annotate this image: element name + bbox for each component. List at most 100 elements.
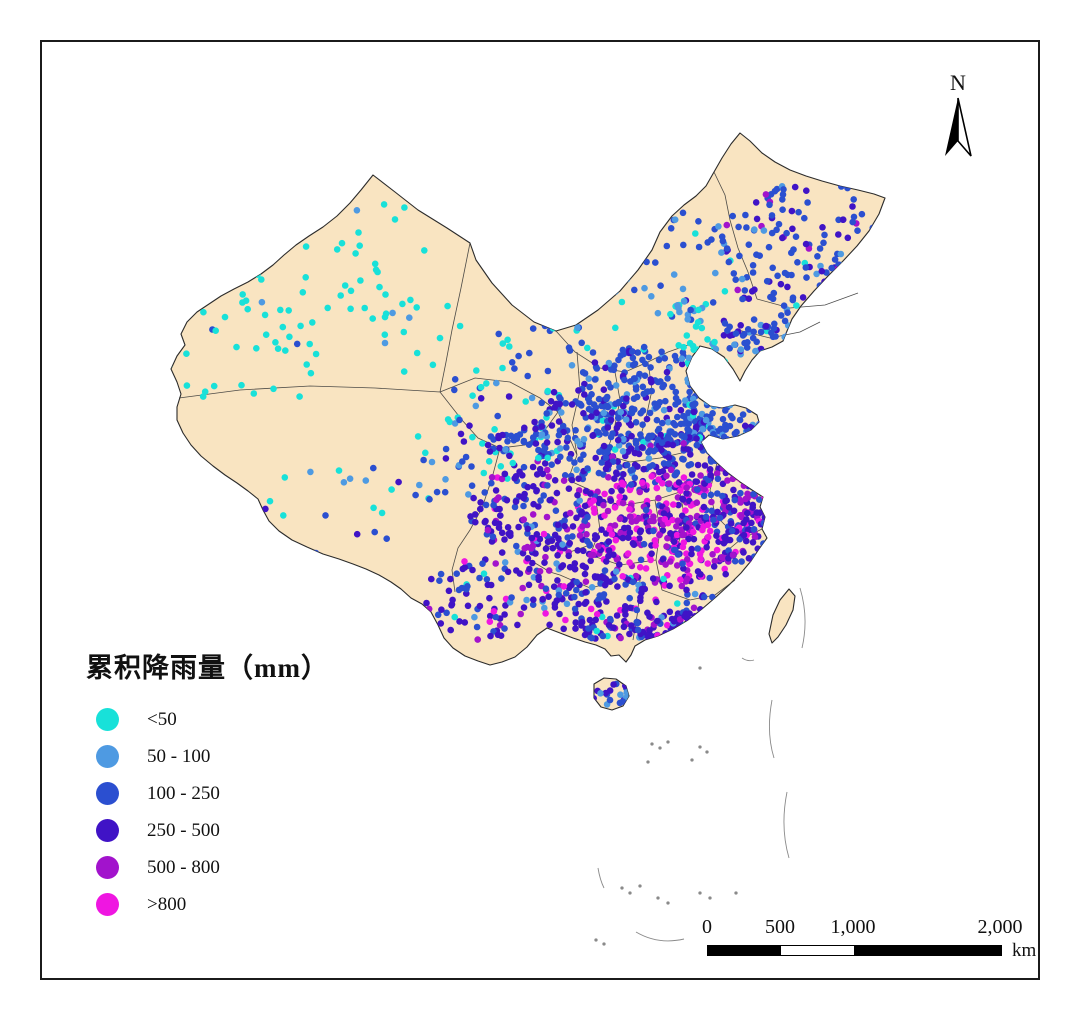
rainfall-dot <box>447 626 455 634</box>
rainfall-dot <box>637 431 644 438</box>
rainfall-dot <box>684 629 692 637</box>
rainfall-dot <box>735 466 743 473</box>
rainfall-dot <box>296 393 303 400</box>
rainfall-dot <box>505 393 513 400</box>
rainfall-dot <box>520 438 528 446</box>
rainfall-dot <box>589 432 596 440</box>
rainfall-dot <box>635 515 643 522</box>
rainfall-dot <box>710 516 717 524</box>
rainfall-dot <box>771 348 779 355</box>
rainfall-dot <box>801 214 808 222</box>
rainfall-dot <box>280 512 287 519</box>
legend-row: 500 - 800 <box>86 849 329 886</box>
rainfall-dot <box>748 473 756 481</box>
rainfall-dot <box>516 468 523 476</box>
rainfall-dot <box>704 560 712 567</box>
rainfall-dot <box>553 560 560 567</box>
rainfall-dot <box>555 431 563 439</box>
rainfall-dot <box>698 324 706 332</box>
rainfall-dot <box>741 422 749 430</box>
rainfall-dot <box>270 385 277 393</box>
rainfall-dot <box>781 269 789 277</box>
rainfall-dot <box>564 434 572 442</box>
rainfall-dot <box>221 313 229 321</box>
rainfall-dot <box>501 559 509 566</box>
rainfall-dot <box>659 527 667 534</box>
rainfall-dot <box>625 255 633 263</box>
rainfall-dot <box>672 388 680 396</box>
rainfall-dot <box>742 469 749 476</box>
rainfall-dot <box>490 436 497 443</box>
rainfall-dot <box>529 434 537 441</box>
rainfall-dot <box>545 567 553 574</box>
rainfall-dot <box>447 575 454 583</box>
rainfall-dot <box>754 431 761 439</box>
rainfall-dot <box>706 574 713 582</box>
rainfall-dot <box>723 221 731 229</box>
rainfall-dot <box>700 492 708 500</box>
rainfall-dot <box>546 621 553 629</box>
rainfall-dot <box>335 467 343 474</box>
rainfall-dot <box>736 252 743 260</box>
rainfall-dot <box>692 230 699 237</box>
rainfall-dot <box>571 459 578 466</box>
rainfall-dot <box>729 469 737 477</box>
rainfall-dot <box>486 448 494 455</box>
rainfall-dot <box>529 601 537 608</box>
rainfall-dot <box>604 424 612 431</box>
rainfall-dot <box>755 469 762 476</box>
rainfall-dot <box>388 486 395 493</box>
rainfall-dot <box>258 276 265 283</box>
rainfall-dot <box>710 397 718 405</box>
rainfall-dot <box>821 231 828 239</box>
rainfall-dot <box>629 578 637 586</box>
rainfall-dot <box>705 476 712 484</box>
rainfall-dot <box>683 490 690 497</box>
rainfall-dot <box>724 443 732 451</box>
rainfall-dot <box>374 268 381 276</box>
rainfall-dot <box>636 528 644 536</box>
rainfall-dot <box>583 531 590 538</box>
rainfall-dot <box>449 596 456 604</box>
rainfall-dot <box>707 471 714 479</box>
rainfall-dot <box>774 272 781 280</box>
rainfall-dot <box>575 475 582 483</box>
rainfall-dot <box>700 523 707 530</box>
rainfall-dot <box>218 489 226 496</box>
rainfall-dot <box>692 423 700 431</box>
rainfall-dot <box>694 625 701 633</box>
rainfall-dot <box>779 350 787 358</box>
rainfall-dot <box>753 215 761 223</box>
rainfall-dot <box>600 442 608 450</box>
rainfall-dot <box>503 496 511 504</box>
rainfall-dot <box>618 487 625 494</box>
rainfall-dot <box>753 481 760 489</box>
rainfall-dot <box>528 534 536 542</box>
rainfall-dot <box>442 445 450 453</box>
rainfall-dot <box>743 572 751 580</box>
rainfall-dot <box>850 213 858 221</box>
legend-row: 50 - 100 <box>86 738 329 775</box>
rainfall-dot <box>498 549 506 556</box>
rainfall-dot <box>775 503 783 511</box>
rainfall-dot <box>752 199 760 206</box>
rainfall-dot <box>709 299 717 306</box>
rainfall-dot <box>239 291 246 298</box>
rainfall-dot <box>703 544 710 551</box>
rainfall-dot <box>281 474 289 481</box>
rainfall-dot <box>716 514 724 522</box>
rainfall-dot <box>587 557 594 565</box>
rainfall-dot <box>719 453 726 461</box>
rainfall-dot <box>576 532 584 539</box>
rainfall-dot <box>533 471 541 478</box>
rainfall-dot <box>474 636 482 643</box>
rainfall-dot <box>508 359 516 366</box>
rainfall-dot <box>653 484 661 492</box>
rainfall-dot <box>593 365 601 372</box>
rainfall-dot <box>501 611 508 618</box>
rainfall-dot <box>495 330 503 338</box>
rainfall-dot <box>511 365 518 372</box>
rainfall-dot <box>574 491 581 499</box>
scale-tick-2000: 2,000 <box>977 916 1023 938</box>
rainfall-dot <box>712 439 720 447</box>
